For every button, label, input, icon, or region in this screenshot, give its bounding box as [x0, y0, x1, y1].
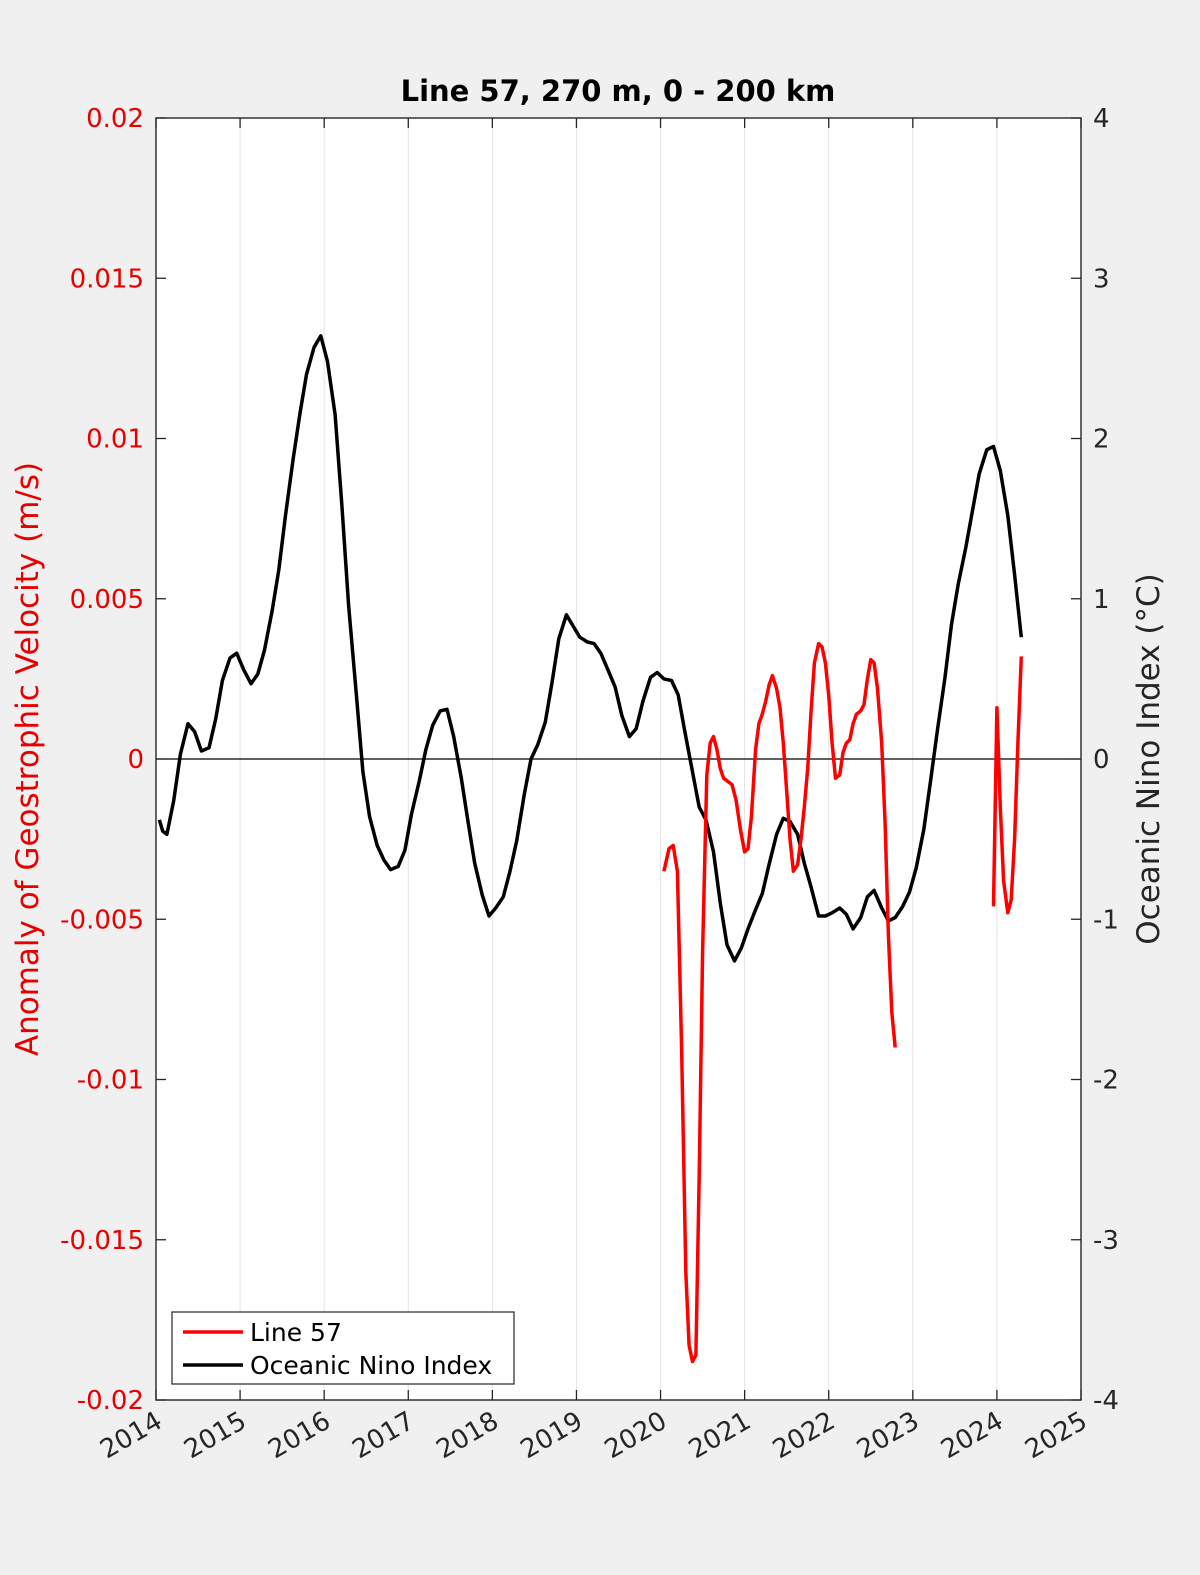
y-left-tick-label: 0.01 [86, 425, 144, 455]
y-right-tick-label: -2 [1093, 1066, 1119, 1096]
y-right-tick-label: 3 [1093, 264, 1110, 294]
x-tick-label: 2022 [768, 1406, 840, 1465]
x-tick-label: 2021 [684, 1406, 756, 1465]
series-line57-segment-1 [991, 656, 1024, 915]
y-left-tick-label: 0.015 [70, 264, 144, 294]
right-y-axis: 4 3 2 1 0 -1 -2 -3 -4 [1071, 104, 1119, 1416]
y-right-tick-label: 2 [1093, 425, 1110, 455]
chart-title: Line 57, 270 m, 0 - 200 km [401, 74, 836, 108]
y-right-tick-label: -3 [1093, 1226, 1119, 1256]
series-layer [157, 334, 1024, 1364]
y-right-tick-label: -1 [1093, 905, 1119, 935]
y-left-tick-label: -0.005 [60, 905, 144, 935]
left-y-axis: 0.02 0.015 0.01 0.005 0 -0.005 -0.01 -0.015 -0.0… [60, 104, 166, 1416]
series-line57-segment-0 [662, 641, 897, 1364]
y-left-tick-label: -0.015 [60, 1226, 144, 1256]
x-tick-label: 2017 [347, 1406, 419, 1465]
legend-label-line57: Line 57 [250, 1318, 342, 1347]
x-tick-label: 2015 [179, 1406, 251, 1465]
y-right-tick-label: -4 [1093, 1386, 1119, 1416]
x-tick-label: 2018 [432, 1406, 504, 1465]
legend-label-oni: Oceanic Nino Index [250, 1351, 492, 1380]
y-right-tick-label: 0 [1093, 745, 1110, 775]
y-left-tick-label: -0.01 [77, 1066, 144, 1096]
x-tick-label: 2019 [516, 1406, 588, 1465]
x-tick-label: 2025 [1020, 1406, 1092, 1465]
legend: Line 57 Oceanic Nino Index [171, 1311, 515, 1385]
y-left-tick-label: 0.005 [70, 585, 144, 615]
y-left-tick-label: 0.02 [86, 104, 144, 134]
y-left-tick-label: 0 [127, 745, 144, 775]
x-tick-label: 2020 [600, 1406, 672, 1465]
left-axis-label: Anomaly of Geostrophic Velocity (m/s) [10, 462, 46, 1056]
x-tick-label: 2016 [263, 1406, 335, 1465]
y-left-tick-label: -0.02 [77, 1386, 144, 1416]
right-axis-label: Oceanic Nino Index (°C) [1131, 573, 1167, 944]
y-right-tick-label: 1 [1093, 585, 1110, 615]
y-right-tick-label: 4 [1093, 104, 1110, 134]
x-tick-label: 2024 [936, 1406, 1008, 1465]
legend-box [171, 1311, 515, 1385]
series-oni-segment-0 [157, 334, 1024, 963]
x-tick-label: 2023 [852, 1406, 924, 1465]
